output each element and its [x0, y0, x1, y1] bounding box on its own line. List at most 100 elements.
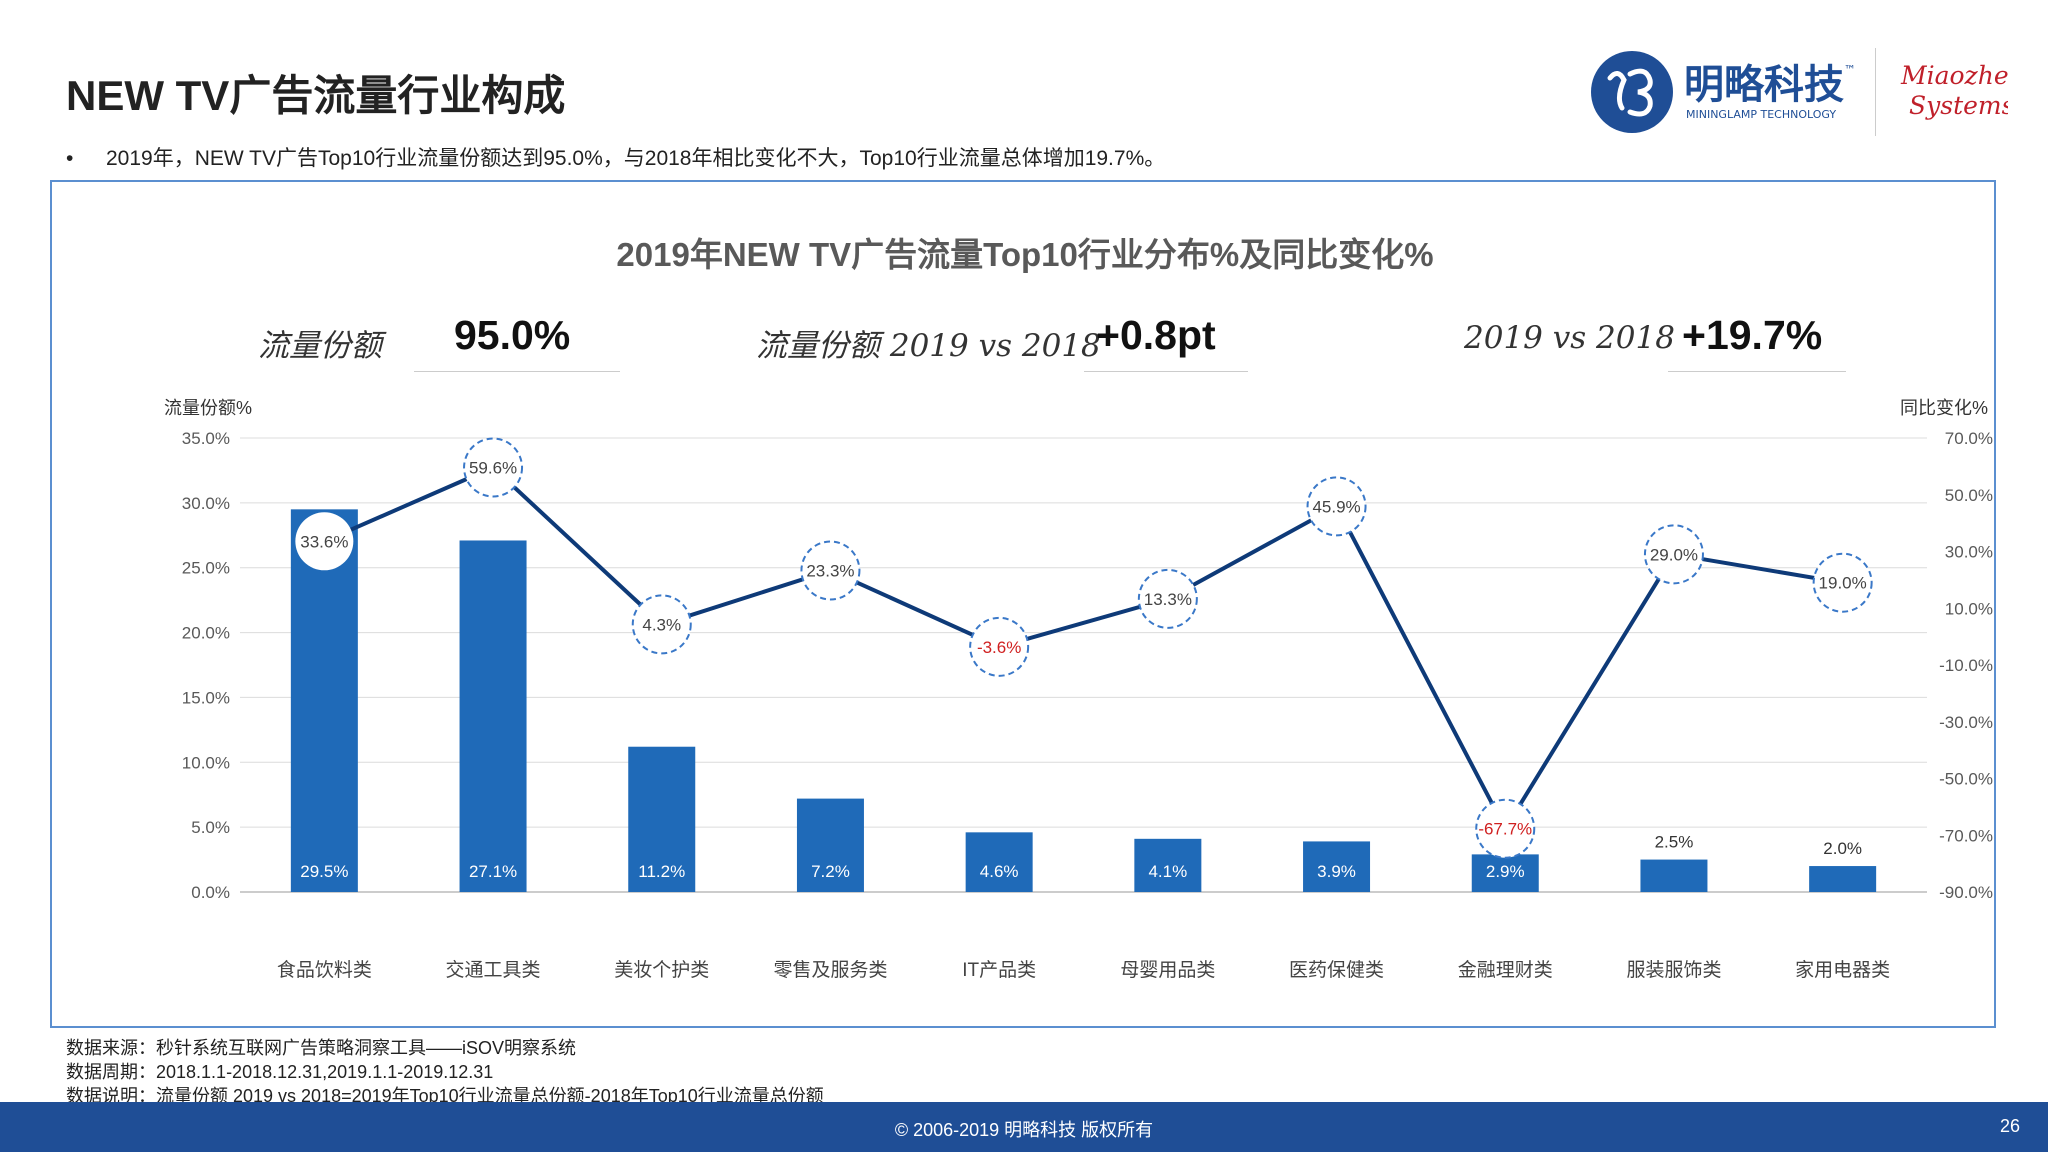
yoy-point	[969, 616, 1030, 677]
category-label: 服装服饰类	[1626, 959, 1721, 981]
bar-value-label: 11.2%	[638, 862, 685, 881]
yoy-point	[1812, 552, 1873, 613]
yoy-point	[1137, 568, 1198, 629]
bar	[290, 509, 358, 892]
yoy-value-label: 45.9%	[1312, 497, 1360, 516]
yoy-value-label: 19.0%	[1819, 574, 1867, 593]
kpi-share-change-underline	[1084, 371, 1248, 372]
category-label: 食品饮料类	[277, 959, 372, 981]
logo-divider	[1875, 48, 1876, 136]
category-label: 家用电器类	[1795, 959, 1890, 981]
summary-text: 2019年，NEW TV广告Top10行业流量份额达到95.0%，与2018年相…	[106, 147, 1166, 170]
bar	[1640, 859, 1708, 892]
yoy-line	[323, 465, 1843, 831]
category-label: IT产品类	[962, 959, 1036, 981]
mininglamp-logo: 明略科技 ™ MININGLAMP TECHNOLOGY Miaozhen Sy…	[1591, 51, 2025, 133]
data-period: 数据周期：2018.1.1-2018.12.31,2019.1.1-2019.1…	[66, 1062, 494, 1082]
summary-bullet: • 2019年，NEW TV广告Top10行业流量份额达到95.0%，与2018年…	[66, 142, 1165, 172]
bar-value-label: 2.0%	[1823, 839, 1862, 858]
kpi-growth-underline	[1668, 371, 1846, 372]
yoy-value-label: 4.3%	[642, 615, 681, 634]
mininglamp-logo-glyph	[1607, 68, 1653, 117]
data-note: 数据说明：流量份额 2019 vs 2018=2019年Top10行业流量总份额…	[66, 1086, 824, 1106]
left-tick-label: 25.0%	[182, 559, 230, 578]
kpi-share-change-value: +0.8pt	[1096, 312, 1216, 358]
footer-bar: © 2006-2019 明略科技 版权所有 26	[0, 1102, 2048, 1152]
page-number: 26	[1999, 1116, 2020, 1136]
kpi-share-underline	[414, 371, 620, 372]
miaozhen-line1: Miaozhen	[1900, 61, 2008, 90]
bar	[1303, 841, 1371, 892]
yoy-point	[631, 594, 692, 655]
category-label: 交通工具类	[446, 959, 541, 981]
right-tick-label: 10.0%	[1945, 599, 1993, 618]
data-source: 数据来源：秒针系统互联网广告策略洞察工具——iSOV明察系统	[66, 1038, 577, 1058]
logo-area: 明略科技 ™ MININGLAMP TECHNOLOGY Miaozhen Sy…	[1588, 48, 2025, 138]
bar-value-label: 4.6%	[980, 862, 1019, 881]
combo-chart: 0.0% 5.0% 10.0% 15.0% 20.0% 25.0% 30.0% 35.0% -9…	[182, 429, 1993, 981]
left-tick-label: 30.0%	[182, 494, 230, 513]
yoy-point	[800, 540, 861, 601]
yoy-value-label: 33.6%	[300, 532, 348, 551]
right-tick-label: -50.0%	[1939, 770, 1993, 789]
bar	[796, 798, 864, 892]
yoy-value-label: 29.0%	[1650, 545, 1698, 564]
bar-value-label: 29.5%	[300, 862, 348, 881]
yoy-point	[463, 437, 524, 498]
page-title: NEW TV广告流量行业构成	[66, 72, 566, 119]
bar-value-label: 4.1%	[1148, 862, 1187, 881]
right-tick-label: -90.0%	[1939, 883, 1993, 902]
bar-value-label: 3.9%	[1317, 862, 1356, 881]
yoy-value-label: 59.6%	[469, 459, 517, 478]
left-tick-label: 10.0%	[182, 753, 230, 772]
left-tick-label: 15.0%	[182, 688, 230, 707]
footer-notes: 数据来源：秒针系统互联网广告策略洞察工具——iSOV明察系统 数据周期：2018…	[66, 1036, 824, 1108]
bar	[459, 540, 527, 892]
bar	[628, 746, 696, 892]
yoy-point	[1643, 524, 1704, 585]
left-tick-label: 35.0%	[182, 429, 230, 448]
mininglamp-logo-mark	[1591, 51, 1673, 133]
yoy-point	[295, 512, 354, 571]
right-tick-label: -10.0%	[1939, 656, 1993, 675]
bar-value-label: 2.5%	[1655, 833, 1694, 852]
left-tick-label: 0.0%	[191, 883, 230, 902]
yoy-value-label: 13.3%	[1144, 590, 1192, 609]
yoy-point	[1475, 798, 1536, 859]
kpi-growth-value: +19.7%	[1682, 312, 1823, 358]
trademark-text: ™	[1844, 63, 1856, 77]
bar	[965, 832, 1033, 892]
bar-value-label: 2.9%	[1486, 862, 1525, 881]
copyright: © 2006-2019 明略科技 版权所有	[894, 1120, 1154, 1140]
right-tick-label: 70.0%	[1945, 429, 1993, 448]
bar	[1809, 866, 1877, 892]
bar	[1471, 854, 1539, 892]
mininglamp-en-text: MININGLAMP TECHNOLOGY	[1686, 108, 1836, 121]
left-tick-label: 20.0%	[182, 624, 230, 643]
left-tick-label: 5.0%	[191, 818, 230, 837]
kpi-share-label: 流量份额	[258, 328, 382, 364]
right-tick-label: -70.0%	[1939, 826, 1993, 845]
bar	[1134, 838, 1202, 892]
right-tick-label: -30.0%	[1939, 713, 1993, 732]
yoy-point	[1306, 476, 1367, 537]
category-label: 金融理财类	[1458, 959, 1553, 981]
mininglamp-cn-text: 明略科技	[1684, 62, 1844, 108]
kpi-share-value: 95.0%	[454, 312, 571, 358]
chart-frame: 2019年NEW TV广告流量Top10行业分布%及同比变化% 流量份额 95.…	[50, 180, 1996, 1028]
yoy-value-label: -3.6%	[977, 638, 1021, 657]
bar-value-label: 7.2%	[811, 862, 850, 881]
kpi-growth-label: 2019 vs 2018	[1464, 320, 1675, 356]
miaozhen-line2: Systems	[1909, 91, 2008, 120]
chart-title: 2019年NEW TV广告流量Top10行业分布%及同比变化%	[616, 236, 1434, 273]
right-tick-label: 50.0%	[1945, 486, 1993, 505]
category-label: 零售及服务类	[773, 959, 887, 981]
yoy-value-label: -67.7%	[1478, 820, 1532, 839]
category-label: 医药保健类	[1289, 959, 1384, 981]
category-label: 母婴用品类	[1120, 959, 1215, 981]
kpi-share-change-label: 流量份额 2019 vs 2018	[756, 328, 1101, 364]
bullet-dot: •	[66, 147, 74, 170]
right-tick-label: 30.0%	[1945, 543, 1993, 562]
yoy-value-label: 23.3%	[806, 562, 854, 581]
bar-value-label: 27.1%	[469, 862, 517, 881]
